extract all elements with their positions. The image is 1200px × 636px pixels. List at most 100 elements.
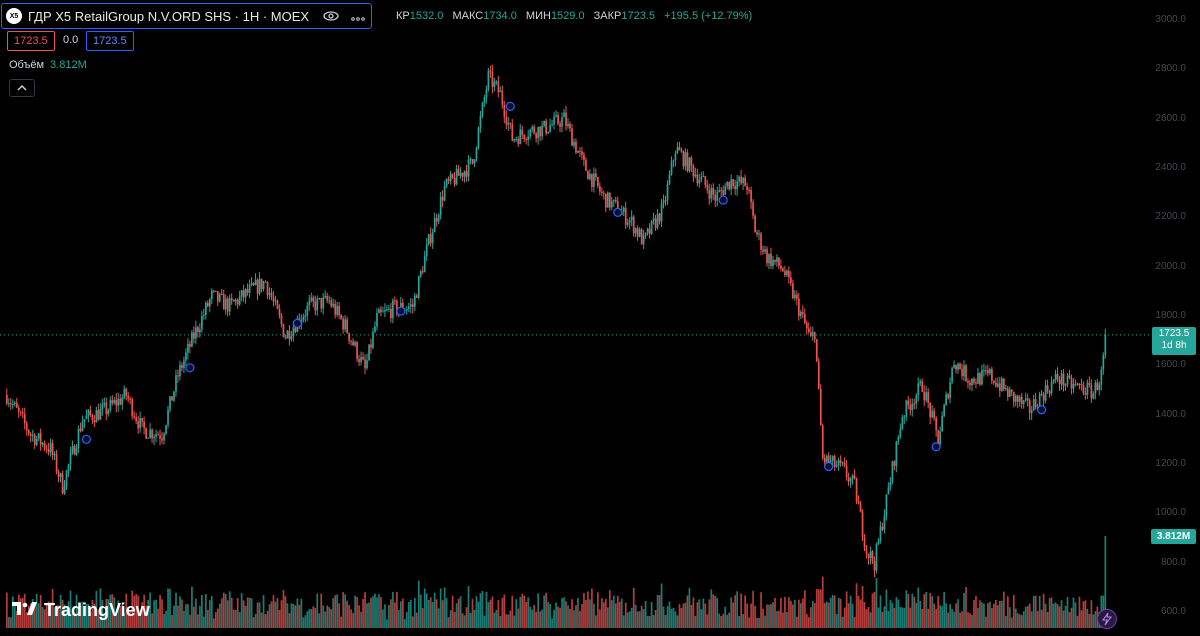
lightning-icon[interactable] — [1097, 609, 1117, 629]
volume-bar — [465, 607, 468, 628]
candle-body — [276, 300, 279, 309]
candle-body — [1034, 399, 1037, 408]
candle-body — [17, 407, 20, 412]
candle-body — [760, 233, 762, 250]
volume-bar — [469, 612, 472, 628]
candle-body — [1016, 395, 1019, 402]
volume-bar — [402, 598, 404, 628]
volume-bar — [728, 612, 731, 628]
candle-body — [179, 365, 181, 377]
volume-bar — [127, 614, 130, 628]
candle-body — [561, 117, 563, 127]
candle-body — [495, 81, 498, 83]
volume-bar — [724, 606, 727, 628]
candle-body — [770, 253, 772, 267]
volume-bar — [913, 596, 916, 628]
volume-bar — [706, 614, 709, 628]
volume-bar — [89, 611, 92, 628]
volume-bar — [218, 603, 221, 628]
candle-body — [47, 449, 50, 453]
symbol-header[interactable]: X5 ГДР X5 RetailGroup N.V.ORD SHS · 1H ·… — [1, 3, 373, 29]
event-markers[interactable] — [81, 101, 1047, 472]
bid-price-box[interactable]: 1723.5 — [7, 31, 55, 51]
candle-body — [1086, 382, 1089, 395]
candle-body — [421, 271, 424, 273]
candle-body — [157, 434, 159, 436]
volume-bar — [545, 592, 547, 628]
volume-bar — [477, 601, 480, 628]
more-dots-icon[interactable] — [351, 9, 365, 24]
candle-body — [895, 441, 898, 467]
event-marker — [613, 207, 623, 217]
volume-bar — [268, 604, 271, 628]
candle-body — [1004, 388, 1007, 390]
candle-body — [700, 176, 703, 181]
volume-bar — [893, 607, 896, 628]
candle-body — [99, 408, 102, 420]
candle-body — [963, 365, 965, 377]
volume-bar — [163, 613, 165, 628]
volume-bar — [857, 595, 860, 628]
chevron-up-icon[interactable] — [9, 79, 35, 97]
candle-body — [849, 478, 852, 482]
volume-bar — [324, 611, 327, 628]
volume-bar — [953, 611, 955, 628]
candle-body — [423, 255, 426, 273]
candle-body — [284, 336, 287, 339]
candle-body — [813, 332, 816, 340]
candle-body — [919, 381, 922, 384]
symbol-logo: X5 — [6, 8, 22, 24]
volume-bar — [1040, 609, 1043, 628]
candle-body — [121, 397, 124, 405]
candle-body — [597, 177, 599, 186]
eye-icon[interactable] — [323, 9, 339, 24]
candle-body — [684, 152, 687, 167]
volume-bar — [1034, 595, 1037, 628]
volume-bar — [624, 602, 627, 628]
candle-body — [370, 344, 372, 348]
candle-body — [244, 289, 247, 298]
candle-body — [119, 398, 122, 405]
candle-body — [1084, 393, 1087, 395]
volume-bar — [149, 592, 151, 628]
candle-body — [953, 364, 955, 369]
candle-body — [811, 332, 814, 337]
volume-bar — [487, 602, 490, 628]
volume-bar — [1004, 615, 1007, 628]
candle-body — [885, 494, 888, 516]
volume-bar — [752, 590, 754, 628]
volume-bar — [921, 608, 924, 628]
last-price-badge: 1723.5 1d 8h — [1152, 327, 1196, 355]
candle-body — [587, 170, 589, 180]
volume-bar — [809, 607, 812, 628]
volume-bar — [786, 612, 788, 628]
candle-body — [326, 295, 329, 301]
volume-bar — [652, 615, 655, 628]
candle-body — [439, 196, 442, 216]
candle-body — [716, 191, 719, 201]
volume-bar — [915, 602, 918, 628]
candle-body — [871, 551, 874, 562]
volume-bar — [429, 597, 432, 628]
symbol-title[interactable]: ГДР X5 RetailGroup N.V.ORD SHS · 1H · MO… — [28, 8, 310, 24]
event-marker — [185, 363, 195, 373]
candle-body — [664, 200, 667, 202]
candle-body — [537, 126, 540, 139]
volume-bar — [505, 614, 508, 628]
candle-body — [1018, 396, 1021, 402]
volume-bar — [49, 602, 52, 628]
candle-body — [670, 161, 673, 175]
volume-bar — [29, 603, 32, 628]
volume-bar — [296, 598, 299, 628]
volume-bar — [551, 618, 553, 628]
candle-body — [1012, 391, 1015, 402]
price-axis-tick: 1200.0 — [1155, 458, 1186, 469]
tradingview-logo[interactable]: TradingView — [12, 600, 150, 621]
volume-bar — [927, 608, 930, 628]
candle-body — [97, 410, 100, 420]
volume-bar — [443, 587, 446, 628]
candle-body — [378, 309, 380, 314]
ask-price-box[interactable]: 1723.5 — [86, 31, 134, 51]
volume-bar — [475, 596, 478, 628]
